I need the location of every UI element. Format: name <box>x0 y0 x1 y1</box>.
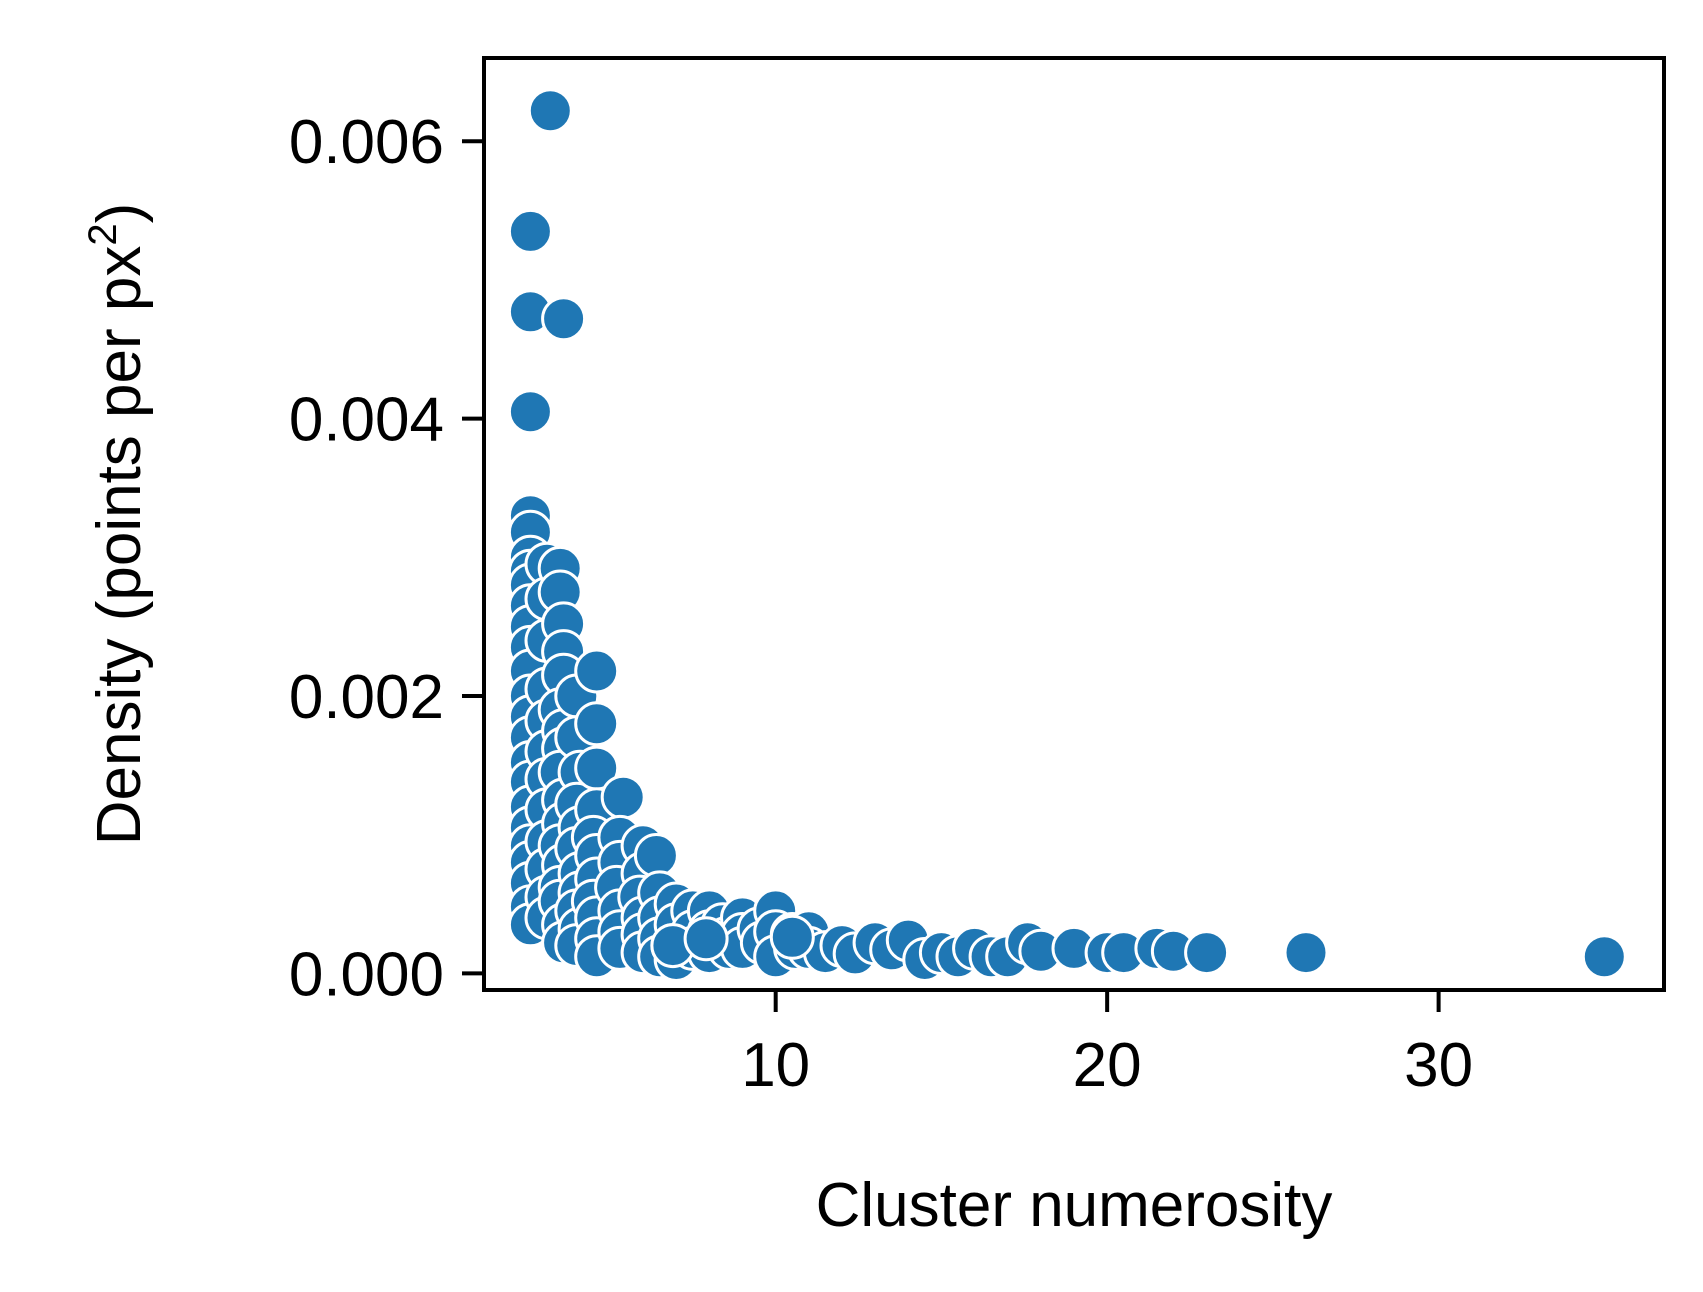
data-point <box>1184 930 1230 976</box>
data-point <box>541 296 587 342</box>
data-point <box>683 916 729 962</box>
x-axis-ticks: 10 20 30 <box>741 990 1473 1100</box>
data-point <box>574 648 620 694</box>
y-axis-ticks: 0.000 0.002 0.004 0.006 <box>289 108 484 1009</box>
data-point <box>769 914 815 960</box>
data-point <box>507 389 553 435</box>
y-axis-label: Density (points per px2) <box>81 203 154 846</box>
data-point <box>527 88 573 134</box>
y-axis-label-main: Density (points per px <box>85 246 154 846</box>
x-tick-label: 10 <box>741 1031 810 1100</box>
data-points <box>507 88 1627 982</box>
x-axis-label: Cluster numerosity <box>816 1171 1333 1240</box>
data-point <box>633 833 679 878</box>
x-tick-label: 30 <box>1404 1031 1473 1100</box>
y-axis-label-close: ) <box>85 203 154 224</box>
y-tick-label: 0.000 <box>289 940 444 1009</box>
plot-frame <box>482 56 1666 992</box>
y-tick-label: 0.004 <box>289 386 444 455</box>
y-tick-label: 0.002 <box>289 663 444 732</box>
x-tick-label: 20 <box>1073 1031 1142 1100</box>
y-tick-label: 0.006 <box>289 108 444 177</box>
data-point <box>600 774 646 820</box>
data-point <box>507 208 553 254</box>
y-axis-label-superscript: 2 <box>81 223 125 245</box>
data-point <box>1283 930 1329 976</box>
data-point <box>574 701 620 747</box>
data-point <box>1581 934 1627 980</box>
